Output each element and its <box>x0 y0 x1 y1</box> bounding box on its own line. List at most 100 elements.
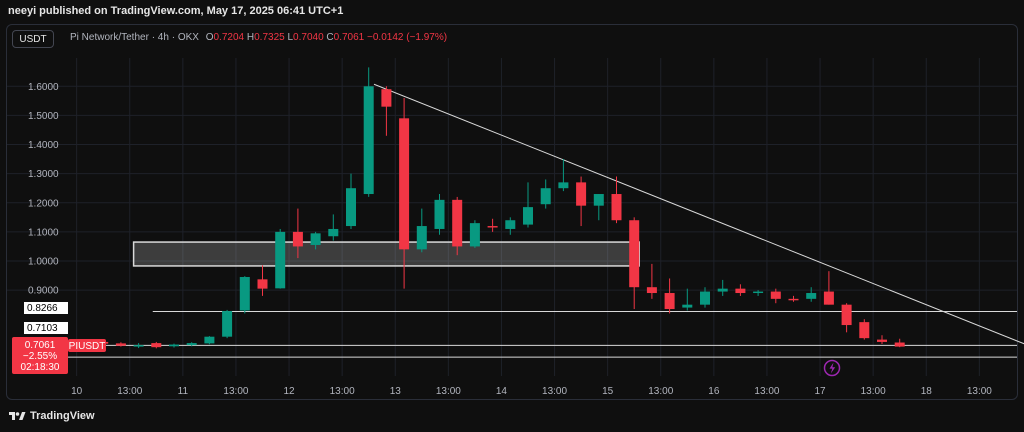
time-tick-label: 13:00 <box>861 386 886 397</box>
time-tick-label: 16 <box>708 386 720 397</box>
top-bar: neeyi published on TradingView.com, May … <box>0 0 1024 22</box>
price-tick-label: 1.2000 <box>28 198 59 209</box>
candle-body <box>186 343 197 346</box>
candle-body <box>381 89 392 107</box>
time-tick-label: 10 <box>71 386 83 397</box>
time-tick-label: 13:00 <box>330 386 355 397</box>
footer-brand[interactable]: TradingView <box>8 410 95 422</box>
candle-body <box>487 226 498 228</box>
candle-body <box>859 322 870 339</box>
candle-body <box>735 288 746 294</box>
price-tag-change: −2.55% <box>23 351 57 362</box>
candle-body <box>682 304 693 308</box>
candle-body <box>133 345 144 347</box>
symbol-tag <box>68 339 106 352</box>
symbol-title: Pi Network/Tether · 4h · OKX <box>70 32 199 43</box>
low-label: L <box>287 32 294 43</box>
candle-body <box>611 194 622 221</box>
symbol-tag-label: PIUSDT <box>69 341 106 352</box>
descending-trendline <box>373 83 1024 345</box>
candle-body <box>823 291 834 305</box>
candle-body <box>664 293 675 310</box>
candle-body <box>275 231 286 289</box>
price-tick-label: 0.9000 <box>28 286 59 297</box>
high-value: 0.7325 <box>254 32 285 43</box>
candle-body <box>646 287 657 294</box>
candle-body <box>469 223 480 247</box>
candle-body <box>222 311 233 337</box>
price-tick-label: 1.3000 <box>28 169 59 180</box>
open-label: O <box>205 32 214 43</box>
candle-body <box>576 182 587 206</box>
tradingview-logo-icon <box>9 412 26 420</box>
price-tick-label: 1.1000 <box>28 227 59 238</box>
low-value: 0.7040 <box>293 32 324 43</box>
open-value: 0.7204 <box>213 32 245 43</box>
currency-button[interactable]: USDT <box>12 30 54 48</box>
close-value: 0.7061 <box>333 32 365 43</box>
time-tick-label: 13:00 <box>967 386 992 397</box>
level-label-lower: 0.7103 <box>27 323 58 334</box>
candle-body <box>841 304 852 326</box>
trendline-layer <box>373 83 1024 345</box>
time-tick-label: 14 <box>496 386 508 397</box>
time-tick-label: 11 <box>178 386 189 397</box>
candle-body <box>593 194 604 206</box>
candle-body <box>894 342 905 347</box>
publisher-caption: neeyi published on TradingView.com, May … <box>8 5 344 17</box>
close-label: C <box>326 32 334 43</box>
candle-body <box>310 233 321 245</box>
time-axis: 10 13:00 11 13:00 12 13:00 13 13:00 14 13:00 15 13:… <box>71 386 992 397</box>
level-label-bg-upper <box>24 302 68 314</box>
time-tick-label: 12 <box>283 386 295 397</box>
time-tick-label: 13:00 <box>223 386 248 397</box>
price-tag-price: 0.7061 <box>25 340 56 351</box>
time-tick-label: 15 <box>602 386 614 397</box>
time-tick-label: 17 <box>814 386 826 397</box>
zone-layer <box>132 241 640 267</box>
candle-body <box>700 291 710 305</box>
chart-panel[interactable] <box>6 24 1018 400</box>
time-tick-label: 13:00 <box>436 386 461 397</box>
support-resistance-zone <box>132 241 640 267</box>
candle-body <box>629 220 640 288</box>
candle-body <box>434 199 445 229</box>
candle-body <box>788 298 799 301</box>
price-tick-label: 1.5000 <box>28 111 59 122</box>
candle-body <box>239 277 250 311</box>
candle-body <box>399 118 410 250</box>
time-tick-label: 13:00 <box>754 386 779 397</box>
candle-body <box>753 291 764 294</box>
level-label-bg-lower <box>24 322 68 334</box>
candle-body <box>346 188 356 227</box>
candle-body <box>717 288 728 292</box>
high-label: H <box>246 32 255 43</box>
candle-body <box>363 86 374 195</box>
horizontal-lines-layer <box>68 310 1017 358</box>
time-tick-label: 13:00 <box>648 386 673 397</box>
price-tick-label: 1.0000 <box>28 256 59 267</box>
lightning-icon[interactable] <box>823 359 841 377</box>
candle-body <box>292 231 303 247</box>
candle-body <box>770 291 781 299</box>
level-label-upper: 0.8266 <box>27 303 58 314</box>
price-tick-label: 1.4000 <box>28 140 59 151</box>
symbol-legend: Pi Network/Tether · 4h · OKX O0.7204 H0.… <box>70 32 447 43</box>
price-tick-label: 1.6000 <box>28 82 59 93</box>
candle-body <box>558 182 569 189</box>
candle-body <box>452 199 463 247</box>
candle-body <box>806 293 817 299</box>
change-value: −0.0142 (−1.97%) <box>367 32 448 43</box>
candle-body <box>204 336 215 344</box>
time-tick-label: 13:00 <box>117 386 142 397</box>
time-tick-label: 13:00 <box>542 386 567 397</box>
candle-body <box>540 188 551 205</box>
candle-body <box>877 339 887 342</box>
candles-layer <box>80 67 905 349</box>
candle-body <box>169 344 179 347</box>
candle-body <box>257 279 268 289</box>
candle-body <box>505 220 516 229</box>
time-tick-label: 18 <box>921 386 933 397</box>
price-axis: 0.9000 1.0000 1.1000 1.2000 1.3000 1.4000 1.50… <box>28 82 59 297</box>
